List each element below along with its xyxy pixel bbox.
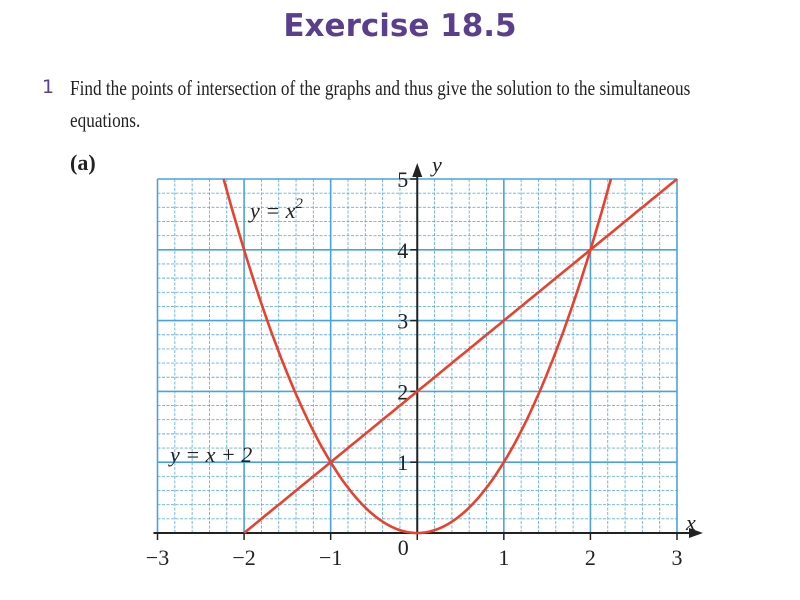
part-label: (a)	[70, 150, 96, 175]
x-tick-label: 3	[672, 545, 683, 570]
label-parabola: y = x2	[248, 196, 303, 223]
y-axis-label: y	[430, 152, 442, 177]
x-tick-label: 0	[398, 535, 409, 560]
exercise-title: Exercise 18.5	[283, 8, 517, 44]
x-tick-label: −1	[319, 545, 342, 570]
x-tick-label: 2	[585, 545, 596, 570]
x-axis-arrow-icon	[689, 528, 703, 538]
parabola-curve	[222, 178, 613, 535]
y-tick-label: 3	[397, 309, 408, 334]
y-axis-arrow-icon	[412, 163, 423, 177]
y-tick-label: 4	[397, 238, 408, 263]
y-tick-label: 1	[397, 450, 408, 475]
question-text: Find the points of intersection of the g…	[70, 76, 691, 132]
x-tick-label: −3	[146, 545, 169, 570]
x-axis-label: x	[685, 510, 696, 535]
question-number: 1	[42, 76, 55, 98]
label-line: y = x + 2	[168, 442, 252, 467]
line-curve	[243, 178, 678, 534]
x-tick-label: −2	[232, 545, 255, 570]
y-tick-label: 5	[397, 167, 408, 192]
y-tick-label: 2	[397, 379, 408, 404]
x-tick-label: 1	[498, 545, 509, 570]
